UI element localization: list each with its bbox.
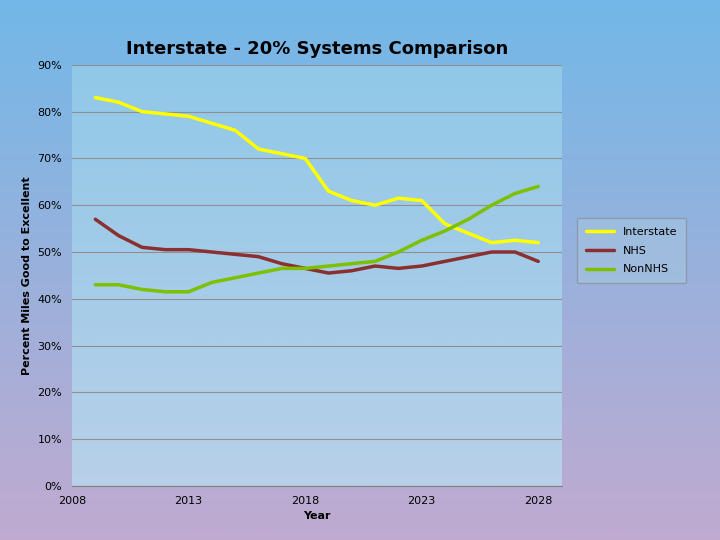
Line: NHS: NHS [95, 219, 539, 273]
NonNHS [254, 270, 263, 276]
Interstate [301, 155, 310, 161]
Interstate [91, 94, 99, 101]
NHS [394, 265, 402, 272]
Interstate [324, 188, 333, 194]
NonNHS [534, 183, 543, 190]
Line: Interstate: Interstate [95, 98, 539, 242]
NonNHS [277, 265, 286, 272]
NonNHS [371, 258, 379, 265]
Interstate [161, 111, 170, 117]
NonNHS [348, 260, 356, 267]
NonNHS [464, 216, 472, 222]
Interstate [254, 146, 263, 152]
Title: Interstate - 20% Systems Comparison: Interstate - 20% Systems Comparison [126, 39, 508, 58]
Interstate [487, 239, 496, 246]
NHS [418, 263, 426, 269]
NonNHS [231, 274, 240, 281]
Interstate [441, 221, 449, 227]
NHS [231, 251, 240, 258]
Y-axis label: Percent Miles Good to Excellent: Percent Miles Good to Excellent [22, 176, 32, 375]
NHS [487, 249, 496, 255]
Interstate [510, 237, 519, 244]
NHS [91, 216, 99, 222]
Interstate [114, 99, 123, 105]
NHS [348, 267, 356, 274]
NHS [464, 253, 472, 260]
NHS [254, 253, 263, 260]
NonNHS [91, 281, 99, 288]
Interstate [534, 239, 543, 246]
Interstate [207, 120, 216, 126]
Interstate [231, 127, 240, 133]
Interstate [418, 197, 426, 204]
NHS [207, 249, 216, 255]
NHS [114, 232, 123, 239]
NonNHS [418, 237, 426, 244]
NonNHS [138, 286, 146, 293]
NonNHS [301, 265, 310, 272]
NHS [324, 270, 333, 276]
NonNHS [184, 288, 193, 295]
NHS [138, 244, 146, 251]
NHS [510, 249, 519, 255]
NHS [441, 258, 449, 265]
Interstate [348, 197, 356, 204]
Line: NonNHS: NonNHS [95, 186, 539, 292]
NonNHS [487, 202, 496, 208]
NHS [277, 260, 286, 267]
Interstate [277, 151, 286, 157]
NHS [371, 263, 379, 269]
Interstate [394, 195, 402, 201]
NonNHS [114, 281, 123, 288]
NHS [184, 246, 193, 253]
NHS [534, 258, 543, 265]
NHS [301, 265, 310, 272]
Interstate [371, 202, 379, 208]
NonNHS [441, 228, 449, 234]
NonNHS [510, 190, 519, 197]
Legend: Interstate, NHS, NonNHS: Interstate, NHS, NonNHS [577, 218, 686, 284]
Interstate [184, 113, 193, 119]
NHS [161, 246, 170, 253]
NonNHS [207, 279, 216, 286]
X-axis label: Year: Year [303, 511, 330, 521]
NonNHS [324, 263, 333, 269]
Interstate [464, 230, 472, 237]
NonNHS [394, 249, 402, 255]
Interstate [138, 109, 146, 115]
NonNHS [161, 288, 170, 295]
